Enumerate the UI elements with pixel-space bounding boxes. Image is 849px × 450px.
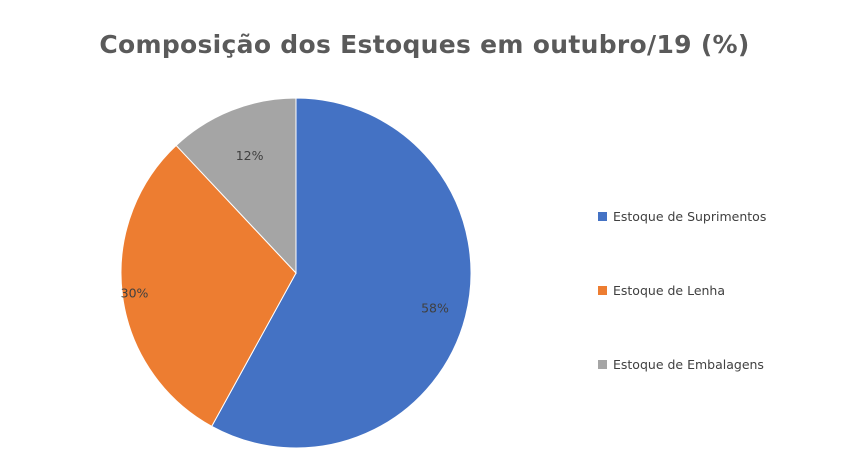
data-label-lenha: 30% [121,285,149,300]
legend: Estoque de Suprimentos Estoque de Lenha … [598,206,766,374]
chart-title: Composição dos Estoques em outubro/19 (%… [99,30,750,59]
legend-swatch-suprimentos [598,211,607,221]
legend-item-suprimentos: Estoque de Suprimentos [598,206,766,226]
legend-item-embalagens: Estoque de Embalagens [598,354,766,374]
data-label-suprimentos: 58% [421,301,449,316]
data-label-embalagens: 12% [236,148,264,163]
legend-label-lenha: Estoque de Lenha [613,282,726,298]
pie-slice-lenha [120,144,297,428]
legend-item-lenha: Estoque de Lenha [598,280,766,300]
pie-slice-suprimentos [211,97,472,449]
legend-label-embalagens: Estoque de Embalagens [613,356,764,372]
legend-label-suprimentos: Estoque de Suprimentos [613,208,767,224]
pie-slice-embalagens [175,97,297,275]
legend-swatch-lenha [598,285,607,295]
legend-swatch-embalagens [598,359,607,369]
